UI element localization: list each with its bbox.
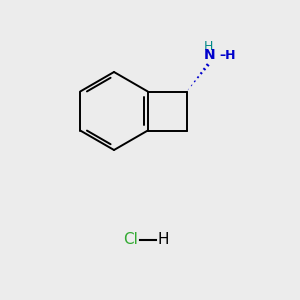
Text: H: H: [204, 40, 213, 53]
Text: N: N: [203, 47, 215, 61]
Text: –H: –H: [220, 49, 236, 62]
Text: H: H: [158, 232, 169, 247]
Text: Cl: Cl: [123, 232, 138, 247]
